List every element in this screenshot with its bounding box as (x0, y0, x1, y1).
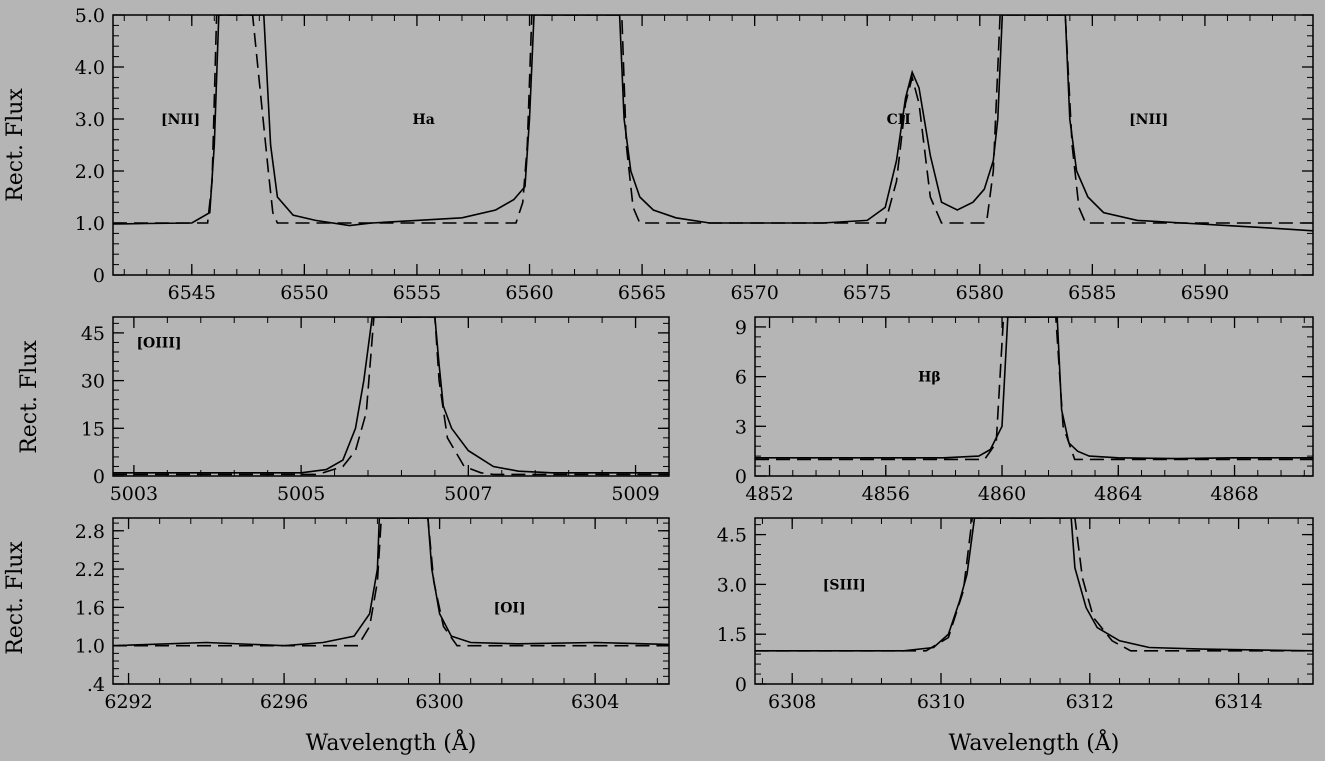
plot-frame (754, 517, 1314, 685)
line-annotation: [NII] (161, 112, 200, 128)
x-tick-label: 6560 (505, 282, 553, 304)
observed-spectrum-line (755, 518, 1313, 652)
line-annotation: [OI] (494, 600, 526, 616)
y-tick-label: 3.0 (75, 109, 105, 131)
x-tick-label: 6296 (260, 691, 308, 713)
x-tick-label: 6545 (168, 282, 216, 304)
x-tick-label: 6292 (104, 691, 152, 713)
x-tick-label: 6590 (1181, 282, 1229, 304)
line-annotation: [OIII] (136, 335, 181, 351)
observed-spectrum-line (113, 518, 669, 647)
y-tick-label: 9 (735, 317, 747, 339)
model-profile-line (113, 518, 669, 647)
model-profile-line (113, 15, 1313, 224)
y-tick-label: 6 (735, 367, 747, 389)
x-tick-label: 5009 (611, 483, 659, 505)
y-tick-label: 3 (735, 416, 747, 438)
x-tick-label: 6312 (1066, 691, 1114, 713)
x-tick-label: 4860 (978, 483, 1026, 505)
x-tick-label: 4852 (745, 483, 793, 505)
line-annotation: [NII] (1129, 112, 1168, 128)
x-tick-label: 6580 (956, 282, 1004, 304)
x-tick-label: 6308 (768, 691, 816, 713)
plot-frame (754, 316, 1314, 477)
y-axis-label: Rect. Flux (17, 340, 42, 454)
x-tick-label: 6585 (1068, 282, 1116, 304)
x-tick-label: 5005 (277, 483, 325, 505)
x-tick-label: 6565 (618, 282, 666, 304)
y-tick-label: .4 (87, 674, 105, 696)
x-tick-label: 6300 (415, 691, 463, 713)
y-tick-label: 0 (735, 466, 747, 488)
y-tick-label: 15 (81, 418, 105, 440)
y-tick-label: 2.0 (75, 161, 105, 183)
y-tick-label: 2.2 (75, 559, 105, 581)
model-profile-line (113, 317, 669, 476)
y-tick-label: 4.5 (717, 525, 747, 547)
observed-spectrum-line (113, 317, 669, 474)
y-tick-label: 1.0 (75, 213, 105, 235)
panel-p2: 5003 5005 5007 5009 0 15 30 45 Rect. Flux [OIII] (17, 316, 670, 505)
y-tick-label: 1.0 (75, 636, 105, 658)
x-tick-label: 5007 (444, 483, 492, 505)
x-tick-label: 6314 (1214, 691, 1262, 713)
x-tick-label: 4864 (1094, 483, 1142, 505)
plot-frame (112, 316, 670, 477)
y-tick-label: 0 (93, 265, 105, 287)
x-tick-label: 6555 (393, 282, 441, 304)
y-tick-label: 4.0 (75, 57, 105, 79)
x-tick-label: 6550 (280, 282, 328, 304)
x-axis-label: Wavelength (Å) (306, 728, 477, 756)
y-axis-label: Rect. Flux (3, 541, 28, 655)
line-annotation: [SIII] (823, 577, 866, 593)
x-tick-label: 6575 (843, 282, 891, 304)
model-profile-line (755, 317, 1313, 461)
x-tick-label: 5003 (110, 483, 158, 505)
x-tick-label: 6310 (917, 691, 965, 713)
y-tick-label: 1.6 (75, 597, 105, 619)
y-tick-label: 0 (735, 674, 747, 696)
line-annotation: Hβ (918, 370, 941, 386)
x-tick-label: 6570 (730, 282, 778, 304)
panel-p4: 6292 6296 6300 6304 .4 1.0 1.6 2.2 2.8 Rect. Flux… (3, 517, 670, 756)
panel-p1: 6545 6550 6555 6560 6565 6570 6575 6580 6585 6590… (3, 5, 1314, 304)
line-annotation: Ha (413, 112, 435, 128)
panel-p5: 6308 6310 6312 6314 0 1.5 3.0 4.5 Wavelength (Å)… (717, 517, 1314, 756)
x-tick-label: 4856 (862, 483, 910, 505)
observed-spectrum-line (755, 317, 1313, 460)
line-annotation: CII (887, 112, 911, 128)
y-tick-label: 30 (81, 371, 105, 393)
plot-frame (112, 517, 670, 685)
x-tick-label: 6304 (571, 691, 619, 713)
panel-p3: 4852 4856 4860 4864 4868 0 3 6 9 Hβ (735, 316, 1314, 505)
y-tick-label: 45 (81, 323, 105, 345)
x-tick-label: 4868 (1210, 483, 1258, 505)
y-tick-label: 3.0 (717, 574, 747, 596)
y-tick-label: 0 (93, 466, 105, 488)
y-tick-label: 5.0 (75, 5, 105, 27)
y-axis-label: Rect. Flux (3, 88, 28, 202)
plot-frame (112, 14, 1314, 276)
y-tick-label: 2.8 (75, 521, 105, 543)
y-tick-label: 1.5 (717, 624, 747, 646)
x-axis-label: Wavelength (Å) (949, 728, 1120, 756)
